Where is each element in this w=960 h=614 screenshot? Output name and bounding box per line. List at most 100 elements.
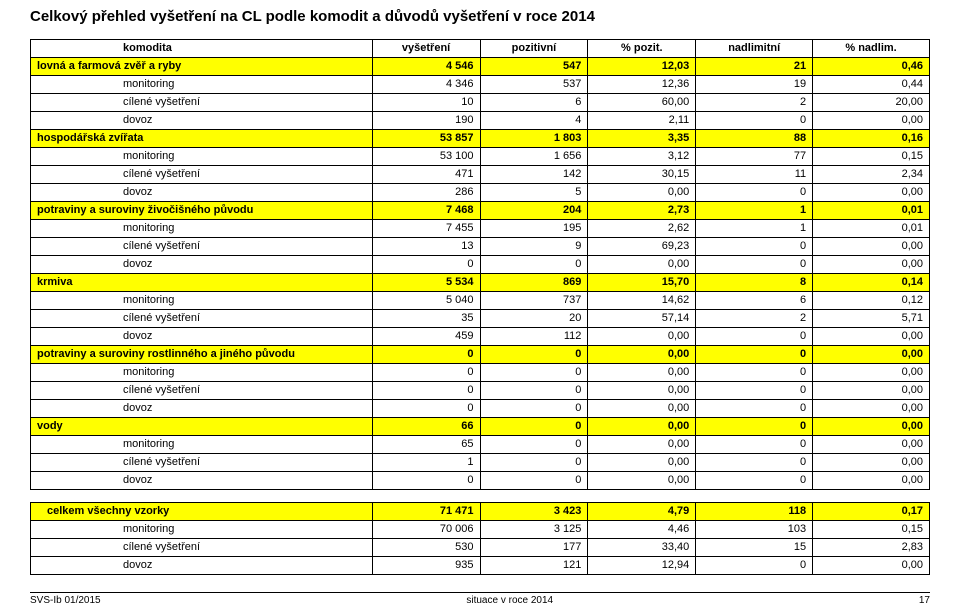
sub-row-2-1-v2: 69,23 xyxy=(588,238,696,256)
category-row-4: potraviny a suroviny rostlinného a jinéh… xyxy=(31,346,930,364)
category-row-2-v1: 204 xyxy=(480,202,588,220)
footer-center: situace v roce 2014 xyxy=(466,595,553,606)
category-row-0-v3: 21 xyxy=(696,58,813,76)
sub-row-5-2-label: dovoz xyxy=(31,472,373,490)
sub-row-1-0-label: monitoring xyxy=(31,148,373,166)
sub-row-3-2-v1: 112 xyxy=(480,328,588,346)
footer-right: 17 xyxy=(919,595,930,606)
sub-row-5-0-v0: 65 xyxy=(372,436,480,454)
sub-row-5-2-v1: 0 xyxy=(480,472,588,490)
sub-row-0-2-label: dovoz xyxy=(31,112,373,130)
sub-row-2-2-v3: 0 xyxy=(696,256,813,274)
totals-row-v1: 3 423 xyxy=(480,503,588,521)
totals-sub-row-0-v3: 103 xyxy=(696,521,813,539)
totals-sub-row-1-v0: 530 xyxy=(372,539,480,557)
sub-row-3-1-v3: 2 xyxy=(696,310,813,328)
totals-row-label: celkem všechny vzorky xyxy=(31,503,373,521)
totals-sub-row-0-v2: 4,46 xyxy=(588,521,696,539)
sub-row-3-2: dovoz4591120,0000,00 xyxy=(31,328,930,346)
sub-row-5-2-v4: 0,00 xyxy=(813,472,930,490)
page-footer: SVS-Ib 01/2015 situace v roce 2014 17 xyxy=(30,592,930,606)
category-row-4-v0: 0 xyxy=(372,346,480,364)
sub-row-5-1-v4: 0,00 xyxy=(813,454,930,472)
totals-sub-row-2-v0: 935 xyxy=(372,557,480,575)
sub-row-2-0: monitoring7 4551952,6210,01 xyxy=(31,220,930,238)
sub-row-1-1-label: cílené vyšetření xyxy=(31,166,373,184)
category-row-5-v3: 0 xyxy=(696,418,813,436)
sub-row-3-2-v0: 459 xyxy=(372,328,480,346)
sub-row-0-1-v1: 6 xyxy=(480,94,588,112)
category-row-1-v2: 3,35 xyxy=(588,130,696,148)
category-row-1-label: hospodářská zvířata xyxy=(31,130,373,148)
sub-row-4-0-v0: 0 xyxy=(372,364,480,382)
sub-row-5-2-v3: 0 xyxy=(696,472,813,490)
sub-row-2-0-v1: 195 xyxy=(480,220,588,238)
sub-row-0-2-v1: 4 xyxy=(480,112,588,130)
sub-row-3-2-v3: 0 xyxy=(696,328,813,346)
sub-row-2-0-label: monitoring xyxy=(31,220,373,238)
sub-row-3-1: cílené vyšetření352057,1425,71 xyxy=(31,310,930,328)
totals-table: celkem všechny vzorky71 4713 4234,791180… xyxy=(30,502,930,575)
category-row-4-v2: 0,00 xyxy=(588,346,696,364)
category-row-1-v0: 53 857 xyxy=(372,130,480,148)
category-row-3-v0: 5 534 xyxy=(372,274,480,292)
sub-row-2-1: cílené vyšetření13969,2300,00 xyxy=(31,238,930,256)
sub-row-5-0-label: monitoring xyxy=(31,436,373,454)
totals-sub-row-1-v4: 2,83 xyxy=(813,539,930,557)
sub-row-3-1-label: cílené vyšetření xyxy=(31,310,373,328)
sub-row-4-0-label: monitoring xyxy=(31,364,373,382)
category-row-0-label: lovná a farmová zvěř a ryby xyxy=(31,58,373,76)
sub-row-1-2-v1: 5 xyxy=(480,184,588,202)
sub-row-3-0: monitoring5 04073714,6260,12 xyxy=(31,292,930,310)
category-row-1-v4: 0,16 xyxy=(813,130,930,148)
sub-row-1-2: dovoz28650,0000,00 xyxy=(31,184,930,202)
sub-row-1-2-v4: 0,00 xyxy=(813,184,930,202)
main-table: komodita vyšetření pozitivní % pozit. na… xyxy=(30,39,930,490)
sub-row-1-2-v2: 0,00 xyxy=(588,184,696,202)
sub-row-0-2: dovoz19042,1100,00 xyxy=(31,112,930,130)
category-row-5-v1: 0 xyxy=(480,418,588,436)
category-row-4-v3: 0 xyxy=(696,346,813,364)
totals-sub-row-1-label: cílené vyšetření xyxy=(31,539,373,557)
sub-row-5-1-v2: 0,00 xyxy=(588,454,696,472)
sub-row-4-0-v4: 0,00 xyxy=(813,364,930,382)
totals-sub-row-0-v0: 70 006 xyxy=(372,521,480,539)
sub-row-0-0-v4: 0,44 xyxy=(813,76,930,94)
category-row-1: hospodářská zvířata53 8571 8033,35880,16 xyxy=(31,130,930,148)
sub-row-4-2-v3: 0 xyxy=(696,400,813,418)
sub-row-3-2-v2: 0,00 xyxy=(588,328,696,346)
sub-row-3-2-v4: 0,00 xyxy=(813,328,930,346)
sub-row-3-0-v0: 5 040 xyxy=(372,292,480,310)
sub-row-1-0-v2: 3,12 xyxy=(588,148,696,166)
sub-row-5-2-v2: 0,00 xyxy=(588,472,696,490)
category-row-2-v2: 2,73 xyxy=(588,202,696,220)
totals-sub-row-0: monitoring70 0063 1254,461030,15 xyxy=(31,521,930,539)
sub-row-4-2-label: dovoz xyxy=(31,400,373,418)
sub-row-5-0-v1: 0 xyxy=(480,436,588,454)
category-row-0-v0: 4 546 xyxy=(372,58,480,76)
totals-row: celkem všechny vzorky71 4713 4234,791180… xyxy=(31,503,930,521)
sub-row-1-0-v0: 53 100 xyxy=(372,148,480,166)
sub-row-3-0-v3: 6 xyxy=(696,292,813,310)
totals-sub-row-1-v1: 177 xyxy=(480,539,588,557)
totals-sub-row-2-v1: 121 xyxy=(480,557,588,575)
totals-sub-row-2-v3: 0 xyxy=(696,557,813,575)
sub-row-4-2-v0: 0 xyxy=(372,400,480,418)
sub-row-3-0-v1: 737 xyxy=(480,292,588,310)
col-komodita: komodita xyxy=(31,40,373,58)
category-row-0: lovná a farmová zvěř a ryby4 54654712,03… xyxy=(31,58,930,76)
sub-row-2-1-v4: 0,00 xyxy=(813,238,930,256)
sub-row-3-2-label: dovoz xyxy=(31,328,373,346)
totals-row-v4: 0,17 xyxy=(813,503,930,521)
sub-row-2-2-v0: 0 xyxy=(372,256,480,274)
page-title: Celkový přehled vyšetření na CL podle ko… xyxy=(30,8,930,25)
sub-row-0-0-v1: 537 xyxy=(480,76,588,94)
sub-row-0-2-v3: 0 xyxy=(696,112,813,130)
totals-sub-row-2-v2: 12,94 xyxy=(588,557,696,575)
sub-row-1-0-v1: 1 656 xyxy=(480,148,588,166)
sub-row-0-2-v0: 190 xyxy=(372,112,480,130)
sub-row-5-0-v4: 0,00 xyxy=(813,436,930,454)
sub-row-2-0-v3: 1 xyxy=(696,220,813,238)
sub-row-5-1-v1: 0 xyxy=(480,454,588,472)
sub-row-0-0-v0: 4 346 xyxy=(372,76,480,94)
